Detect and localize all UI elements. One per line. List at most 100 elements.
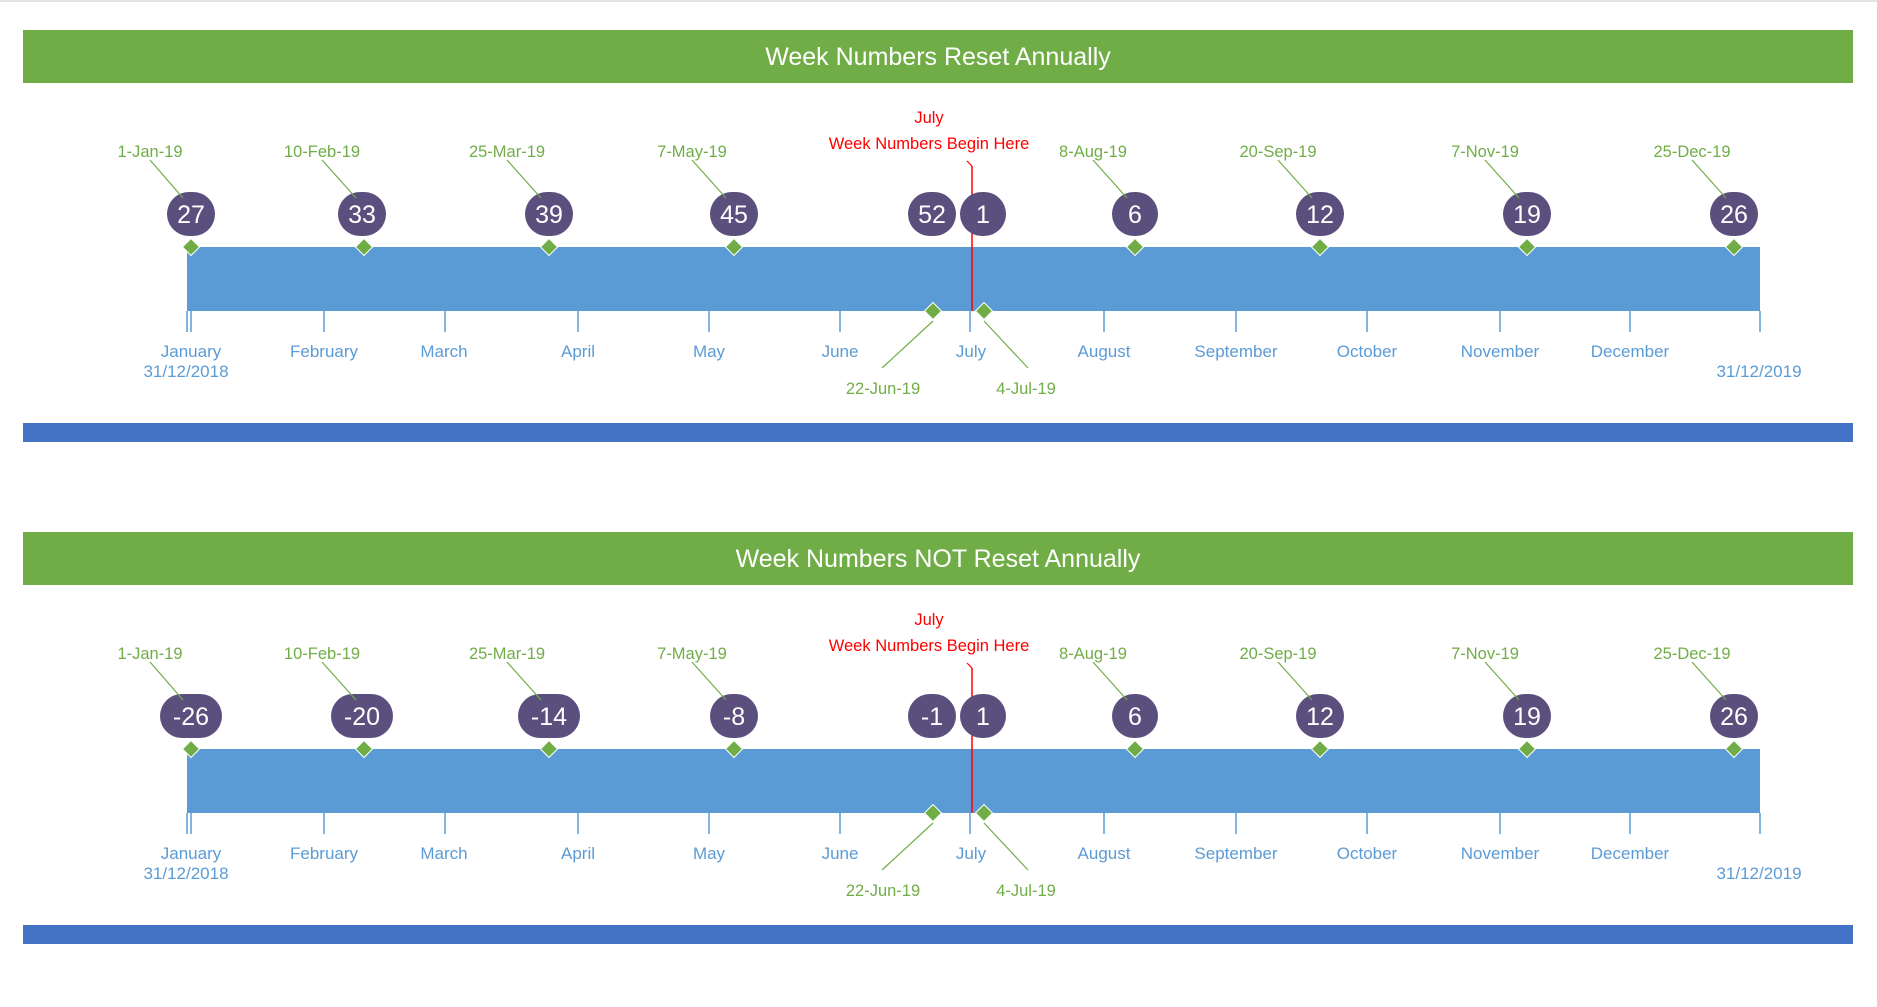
start-date-label: 31/12/2018 bbox=[143, 362, 228, 381]
timeline-panel-2: Week Numbers NOT Reset Annually January Fe… bbox=[23, 532, 1853, 944]
milestone: 52 22-Jun-19 bbox=[846, 192, 956, 398]
month-label: April bbox=[561, 342, 595, 361]
milestone-date: 20-Sep-19 bbox=[1239, 143, 1316, 161]
month-label: March bbox=[420, 844, 467, 863]
milestone: -8 7-May-19 bbox=[657, 645, 758, 759]
milestone: -14 25-Mar-19 bbox=[469, 645, 580, 759]
end-date-label: 31/12/2019 bbox=[1716, 362, 1801, 381]
milestone: -1 22-Jun-19 bbox=[846, 694, 956, 900]
month-label: August bbox=[1078, 342, 1131, 361]
week-number: 26 bbox=[1720, 201, 1748, 229]
milestone-marker bbox=[923, 803, 943, 823]
week-number: 12 bbox=[1306, 201, 1334, 229]
panel-title: Week Numbers Reset Annually bbox=[765, 43, 1111, 71]
milestone-marker bbox=[539, 237, 559, 257]
milestone: 26 25-Dec-19 bbox=[1653, 645, 1758, 759]
week-number-bubble bbox=[1296, 192, 1344, 236]
week-number: -8 bbox=[723, 703, 745, 731]
milestone-date: 7-Nov-19 bbox=[1451, 143, 1519, 161]
month-label: August bbox=[1078, 844, 1131, 863]
milestone-date: 1-Jan-19 bbox=[117, 143, 182, 161]
month-label: June bbox=[822, 342, 859, 361]
milestone-marker bbox=[1724, 237, 1744, 257]
date-leader bbox=[321, 159, 357, 199]
divider-label-month: July bbox=[914, 109, 944, 127]
month-label: March bbox=[420, 342, 467, 361]
milestone-date: 10-Feb-19 bbox=[284, 143, 360, 161]
date-leader bbox=[321, 661, 357, 701]
week-number-bubble bbox=[960, 192, 1006, 236]
milestone: 12 20-Sep-19 bbox=[1239, 645, 1344, 759]
week-number-bubble bbox=[1112, 192, 1158, 236]
date-leader bbox=[1277, 661, 1313, 701]
milestone: 6 8-Aug-19 bbox=[1059, 143, 1158, 257]
milestone-date: 8-Aug-19 bbox=[1059, 143, 1127, 161]
milestone: -26 1-Jan-19 bbox=[117, 645, 222, 759]
milestone-marker bbox=[724, 739, 744, 759]
date-leader bbox=[1691, 661, 1727, 701]
date-leader bbox=[1484, 661, 1520, 701]
title-banner bbox=[23, 532, 1853, 585]
month-label: June bbox=[822, 844, 859, 863]
date-leader bbox=[881, 320, 934, 369]
month-label: April bbox=[561, 844, 595, 863]
date-leader bbox=[1092, 159, 1128, 199]
date-leader bbox=[149, 661, 184, 701]
week-number: 33 bbox=[348, 201, 376, 229]
milestone-date: 22-Jun-19 bbox=[846, 882, 920, 900]
month-label: January bbox=[161, 342, 222, 361]
milestone-date: 7-May-19 bbox=[657, 645, 727, 663]
week-number-bubble bbox=[1710, 694, 1758, 738]
milestone-marker bbox=[1517, 739, 1537, 759]
milestone: 19 7-Nov-19 bbox=[1451, 645, 1551, 759]
title-banner bbox=[23, 30, 1853, 83]
milestone-marker bbox=[974, 803, 994, 823]
milestone: 19 7-Nov-19 bbox=[1451, 143, 1551, 257]
end-date-label: 31/12/2019 bbox=[1716, 864, 1801, 883]
date-leader bbox=[983, 822, 1029, 871]
week-number: -20 bbox=[344, 703, 380, 731]
footer-band bbox=[23, 423, 1853, 442]
week-number: 6 bbox=[1128, 201, 1142, 229]
date-leader bbox=[691, 661, 727, 701]
milestone-date: 25-Dec-19 bbox=[1653, 143, 1730, 161]
month-label: November bbox=[1461, 342, 1540, 361]
milestone-marker bbox=[181, 739, 201, 759]
milestone: 1 4-Jul-19 bbox=[960, 694, 1056, 900]
week-number: -14 bbox=[531, 703, 567, 731]
timeline-bar bbox=[187, 749, 1760, 813]
week-number-bubble bbox=[167, 192, 215, 236]
divider-label-caption: Week Numbers Begin Here bbox=[829, 637, 1030, 655]
week-number: 52 bbox=[918, 201, 946, 229]
date-leader bbox=[1092, 661, 1128, 701]
week-number-bubble bbox=[1503, 694, 1551, 738]
month-label: October bbox=[1337, 342, 1398, 361]
start-date-label: 31/12/2018 bbox=[143, 864, 228, 883]
week-number-bubble bbox=[1503, 192, 1551, 236]
week-number: 12 bbox=[1306, 703, 1334, 731]
divider-label-caption: Week Numbers Begin Here bbox=[829, 135, 1030, 153]
milestone: 39 25-Mar-19 bbox=[469, 143, 573, 257]
date-leader bbox=[506, 159, 542, 199]
week-number-bubble bbox=[331, 694, 393, 738]
footer-band bbox=[23, 925, 1853, 944]
month-label: October bbox=[1337, 844, 1398, 863]
milestone-marker bbox=[724, 237, 744, 257]
date-leader bbox=[1691, 159, 1727, 199]
month-label: July bbox=[956, 844, 987, 863]
month-label: November bbox=[1461, 844, 1540, 863]
top-border-line bbox=[0, 0, 1877, 2]
week-number: 26 bbox=[1720, 703, 1748, 731]
milestone-date: 22-Jun-19 bbox=[846, 380, 920, 398]
divider-leader bbox=[966, 662, 973, 669]
milestone-date: 4-Jul-19 bbox=[996, 882, 1056, 900]
week-number-bubble bbox=[338, 192, 386, 236]
date-leader bbox=[1484, 159, 1520, 199]
week-number-bubble bbox=[1710, 192, 1758, 236]
milestone: 45 7-May-19 bbox=[657, 143, 758, 257]
week-number: 1 bbox=[976, 703, 990, 731]
week-number-bubble bbox=[518, 694, 580, 738]
milestone-marker bbox=[974, 301, 994, 321]
week-number: -1 bbox=[921, 703, 943, 731]
milestone-date: 10-Feb-19 bbox=[284, 645, 360, 663]
